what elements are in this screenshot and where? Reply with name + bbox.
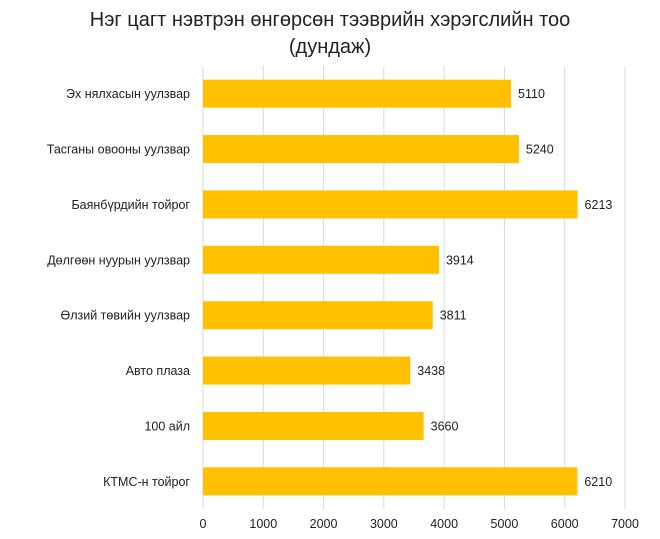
value-label: 3438 — [417, 364, 445, 378]
category-label: 100 айл — [144, 419, 190, 433]
chart-title-line-2: (дундаж) — [288, 36, 372, 58]
category-label: КТМС-н тойрог — [103, 475, 190, 489]
value-label: 3811 — [440, 309, 467, 323]
value-label: 3914 — [446, 253, 474, 267]
value-label: 5110 — [518, 87, 545, 101]
category-label: Дөлгөөн нуурын уулзвар — [47, 253, 190, 267]
x-tick-label: 1000 — [249, 517, 277, 531]
bar — [203, 79, 512, 108]
bar — [203, 190, 578, 219]
x-axis-ticks: 0 1000 2000 3000 4000 5000 6000 7000 — [200, 517, 639, 531]
bar — [203, 356, 411, 385]
value-label: 6213 — [585, 198, 613, 212]
chart-title-line-1: Нэг цагт нэвтрэн өнгөрсөн тээврийн хэрэг… — [89, 9, 571, 31]
category-label: Баянбүрдийн тойрог — [71, 198, 190, 212]
category-label: Эх нялхасын уулзвар — [66, 87, 190, 101]
bar — [203, 411, 424, 440]
x-tick-label: 3000 — [370, 517, 398, 531]
x-tick-label: 6000 — [551, 517, 579, 531]
bars — [203, 79, 578, 496]
x-tick-label: 7000 — [611, 517, 639, 531]
grid-lines — [202, 66, 626, 509]
bar — [203, 135, 519, 164]
bar — [203, 245, 439, 274]
x-tick-label: 5000 — [491, 517, 519, 531]
category-labels: Эх нялхасын уулзвар Тасганы овооны уулзва… — [47, 87, 191, 489]
category-label: Өлзий төвийн уулзвар — [61, 309, 191, 323]
value-labels: 5110 5240 6213 3914 3811 3438 3660 6210 — [417, 87, 612, 489]
value-label: 3660 — [431, 419, 459, 433]
category-label: Тасганы овооны уулзвар — [47, 143, 190, 157]
x-tick-label: 0 — [200, 517, 207, 531]
bar — [203, 301, 433, 330]
value-label: 5240 — [526, 143, 554, 157]
category-label: Авто плаза — [126, 364, 190, 378]
x-tick-label: 2000 — [310, 517, 338, 531]
x-tick-label: 4000 — [430, 517, 458, 531]
value-label: 6210 — [584, 475, 612, 489]
bar — [203, 467, 578, 496]
